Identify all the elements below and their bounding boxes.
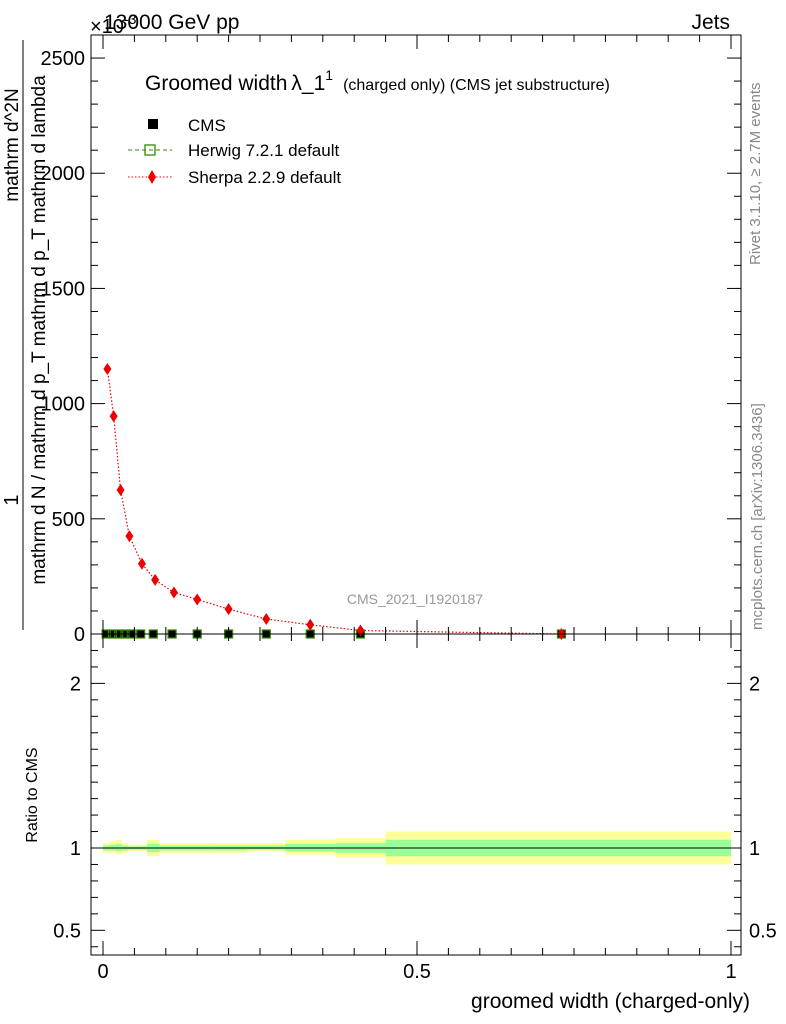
legend: CMS Herwig 7.2.1 default Sherpa 2.2.9 de…	[128, 116, 341, 187]
title-symbol: λ_1	[291, 72, 325, 95]
tick-labels: 0 500 1000 1500 2000 2500 0.5 0.5 1 1 2 2 0 0.5 1	[41, 48, 777, 983]
main-y-tick-label: 500	[52, 509, 85, 531]
main-y-label-top: mathrm d^2N	[2, 88, 23, 201]
ratio-frame	[90, 633, 742, 956]
energy-label: 13000 GeV pp	[104, 11, 239, 34]
sherpa-point	[193, 593, 202, 606]
ratio-bands	[103, 831, 731, 865]
ratio-y-label: Ratio to CMS	[24, 747, 41, 842]
sherpa-point	[224, 603, 233, 616]
sherpa-point	[103, 363, 112, 376]
x-tick-label: 0.5	[403, 961, 431, 983]
legend-sherpa-label: Sherpa 2.2.9 default	[188, 168, 341, 187]
sherpa-point	[125, 530, 134, 543]
legend-herwig-label: Herwig 7.2.1 default	[188, 141, 339, 160]
title-sup: 1	[325, 67, 333, 83]
ratio-y-tick-label: 1	[70, 838, 81, 860]
sherpa-point	[151, 573, 160, 586]
exponent-label: ×10-3	[90, 11, 137, 38]
analysis-watermark: CMS_2021_I1920187	[347, 591, 483, 607]
marker-group	[101, 363, 567, 640]
sherpa-point	[262, 613, 271, 626]
main-y-label: 1 mathrm d N / mathrm d p_T mathrm d p_T…	[1, 40, 50, 630]
axis-ticks	[91, 34, 741, 955]
sherpa-point	[116, 484, 125, 497]
ratio-y-tick-label: 0.5	[53, 920, 81, 942]
main-y-label-numerator: 1	[1, 494, 23, 505]
main-y-tick-label: 0	[74, 624, 85, 646]
ratio-y-tick-label-right: 1	[749, 838, 760, 860]
main-y-label-denominator: mathrm d N / mathrm d p_T mathrm d p_T m…	[29, 75, 50, 585]
ratio-y-tick-label: 2	[70, 673, 81, 695]
legend-herwig-marker	[144, 144, 156, 156]
ratio-y-tick-label-right: 2	[749, 673, 760, 695]
sherpa-point	[109, 410, 118, 423]
main-y-tick-label: 2000	[41, 163, 86, 185]
sherpa-point	[137, 557, 146, 570]
legend-cms-marker	[148, 119, 158, 129]
sherpa-point	[169, 586, 178, 599]
x-axis-label: groomed width (charged-only)	[471, 990, 750, 1013]
mcplots-label: mcplots.cern.ch [arXiv:1306.3436]	[749, 403, 766, 630]
x-tick-label: 0	[97, 961, 108, 983]
x-tick-label: 1	[725, 961, 736, 983]
ratio-y-tick-label-right: 0.5	[749, 920, 777, 942]
plot-title: Groomed width λ_11(charged only) (CMS jet…	[145, 67, 610, 95]
process-label: Jets	[691, 11, 730, 34]
rivet-label: Rivet 3.1.10, ≥ 2.7M events	[747, 83, 764, 266]
title-suffix: (charged only) (CMS jet substructure)	[343, 77, 610, 94]
main-y-tick-label: 2500	[41, 48, 86, 70]
legend-sherpa-marker	[148, 170, 156, 184]
main-y-tick-label: 1500	[41, 278, 86, 300]
legend-cms-label: CMS	[188, 116, 226, 135]
main-y-tick-label: 1000	[41, 394, 86, 416]
sherpa-point	[306, 618, 315, 631]
exponent-sup: -3	[124, 11, 137, 27]
